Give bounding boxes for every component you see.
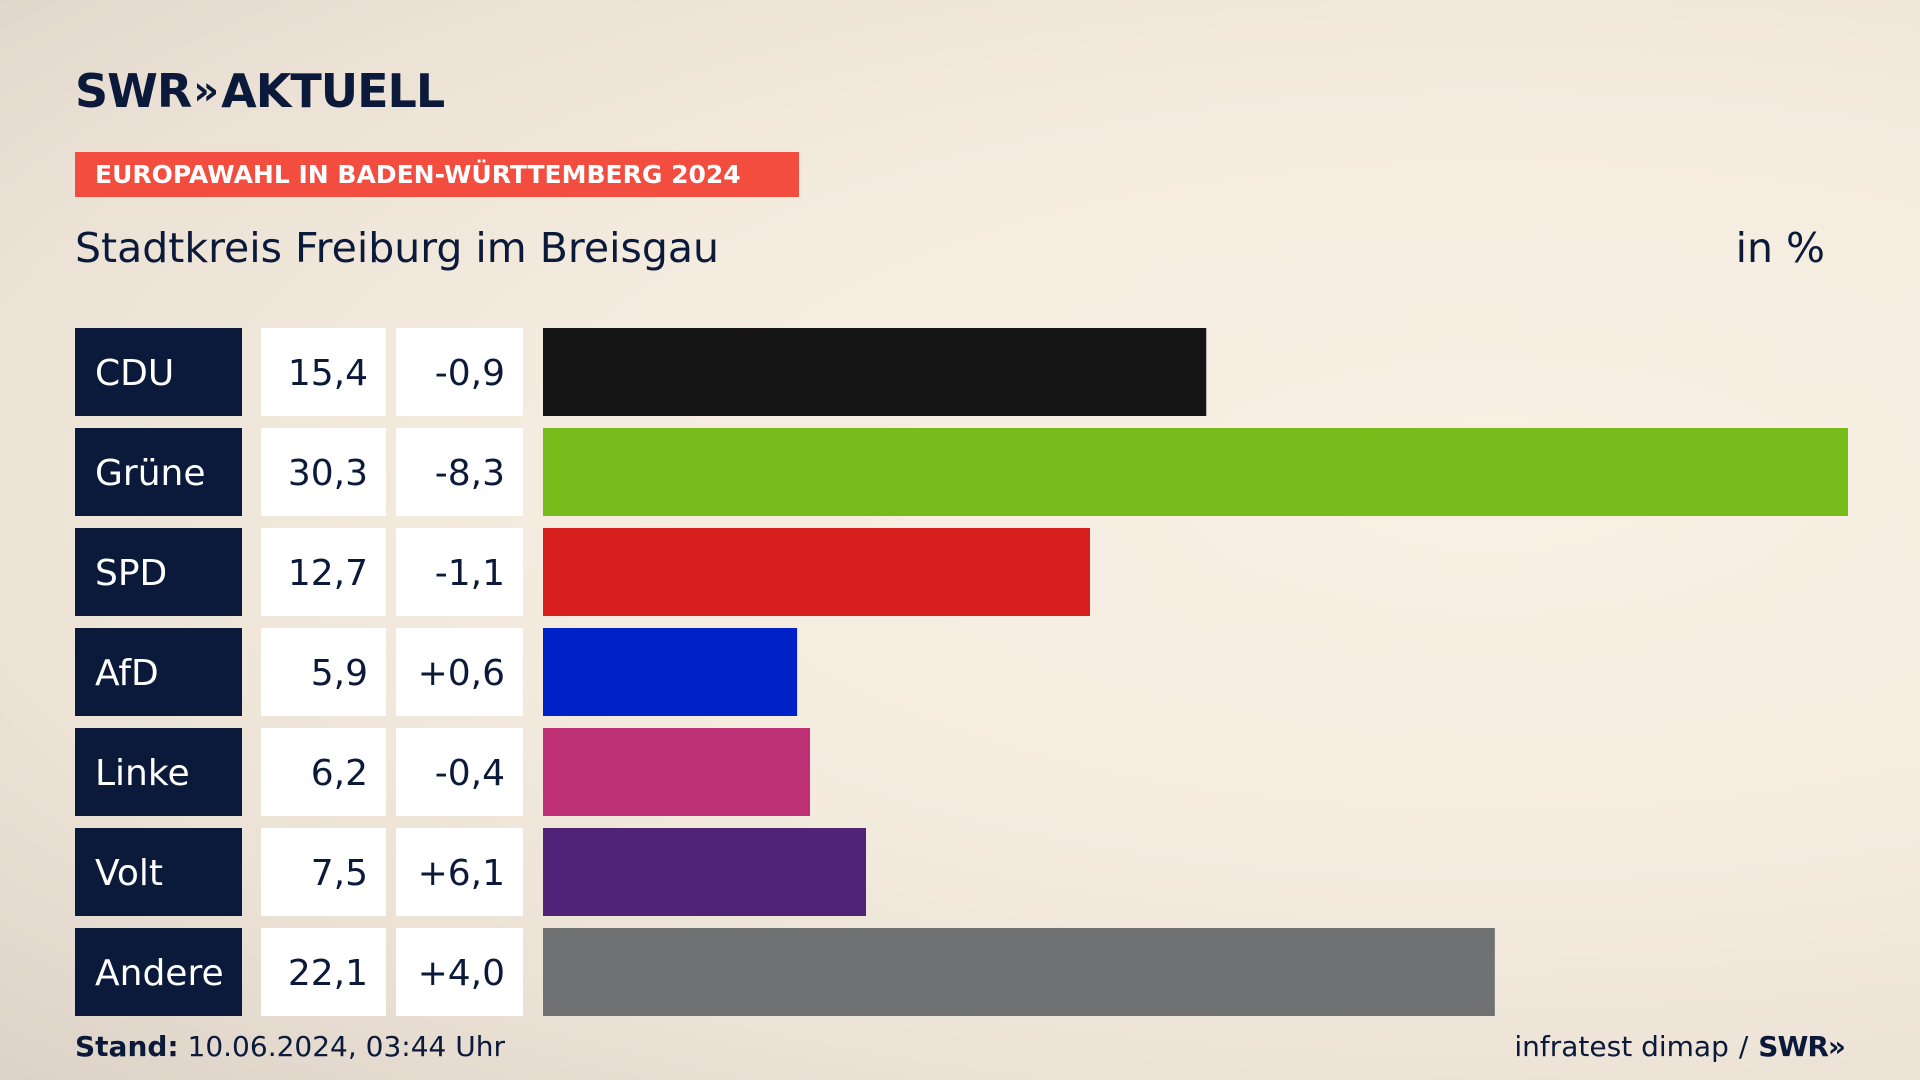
value-label-volt: 7,5: [311, 853, 368, 894]
party-cell-andere: [75, 928, 242, 1016]
bar-cdu: [543, 328, 1207, 416]
stand-value: 10.06.2024, 03:44 Uhr: [187, 1030, 505, 1063]
value-cell-cdu: [261, 328, 386, 416]
value-cell-volt: [261, 828, 386, 916]
value-cell-spd: [261, 528, 386, 616]
change-label-volt: +6,1: [418, 853, 505, 894]
party-label-spd: SPD: [95, 553, 167, 594]
party-label-afd: AfD: [95, 653, 159, 694]
value-label-linke: 6,2: [311, 753, 368, 794]
change-label-linke: -0,4: [435, 753, 505, 794]
party-label-linke: Linke: [95, 753, 190, 794]
source-separator: /: [1738, 1030, 1749, 1063]
value-cell-linke: [261, 728, 386, 816]
bar-linke: [543, 728, 811, 816]
value-cell-andere: [261, 928, 386, 1016]
source-text: infratest dimap: [1514, 1030, 1729, 1063]
change-cell-cdu: [396, 328, 523, 416]
party-cell-afd: [75, 628, 242, 716]
change-cell-andere: [396, 928, 523, 1016]
unit-label: in %: [1735, 224, 1825, 272]
party-label-volt: Volt: [95, 853, 163, 894]
timestamp: Stand: 10.06.2024, 03:44 Uhr: [75, 1030, 505, 1063]
party-cell-volt: [75, 828, 242, 916]
party-cell-cdu: [75, 328, 242, 416]
stand-label: Stand:: [75, 1030, 179, 1063]
bar-afd: [543, 628, 798, 716]
change-label-afd: +0,6: [418, 653, 505, 694]
logo-chevron-icon: »: [193, 68, 219, 114]
value-label-spd: 12,7: [288, 553, 368, 594]
change-cell-volt: [396, 828, 523, 916]
party-cell-spd: [75, 528, 242, 616]
value-cell-gruene: [261, 428, 386, 516]
logo-aktuell-text: AKTUELL: [221, 64, 445, 118]
source-credit: infratest dimap / SWR»: [1514, 1030, 1846, 1063]
change-cell-gruene: [396, 428, 523, 516]
bar-spd: [543, 528, 1090, 616]
swr-mini-logo: SWR»: [1758, 1030, 1846, 1063]
swr-aktuell-logo: SWR » AKTUELL: [75, 64, 445, 118]
change-cell-linke: [396, 728, 523, 816]
chart-title: Stadtkreis Freiburg im Breisgau: [75, 224, 719, 272]
party-label-andere: Andere: [95, 953, 224, 994]
value-label-afd: 5,9: [311, 653, 368, 694]
election-banner: EUROPAWAHL IN BADEN-WÜRTTEMBERG 2024: [75, 152, 799, 197]
bar-gruene: [543, 428, 1848, 516]
logo-swr-text: SWR: [75, 64, 192, 118]
change-label-andere: +4,0: [418, 953, 505, 994]
change-label-cdu: -0,9: [435, 353, 505, 394]
results-bar-chart: CDU 15,4 -0,9 Grüne 30,3 -8,3 SPD 12,7 -1,1 AfD 5,…: [75, 328, 1848, 1016]
change-cell-afd: [396, 628, 523, 716]
party-label-cdu: CDU: [95, 353, 174, 394]
bar-andere: [543, 928, 1495, 1016]
change-label-spd: -1,1: [435, 553, 505, 594]
value-cell-afd: [261, 628, 386, 716]
party-label-gruene: Grüne: [95, 453, 205, 494]
bar-volt: [543, 828, 867, 916]
value-label-cdu: 15,4: [288, 353, 368, 394]
party-cell-linke: [75, 728, 242, 816]
value-label-andere: 22,1: [288, 953, 368, 994]
change-label-gruene: -8,3: [435, 453, 505, 494]
party-cell-gruene: [75, 428, 242, 516]
change-cell-spd: [396, 528, 523, 616]
value-label-gruene: 30,3: [288, 453, 368, 494]
